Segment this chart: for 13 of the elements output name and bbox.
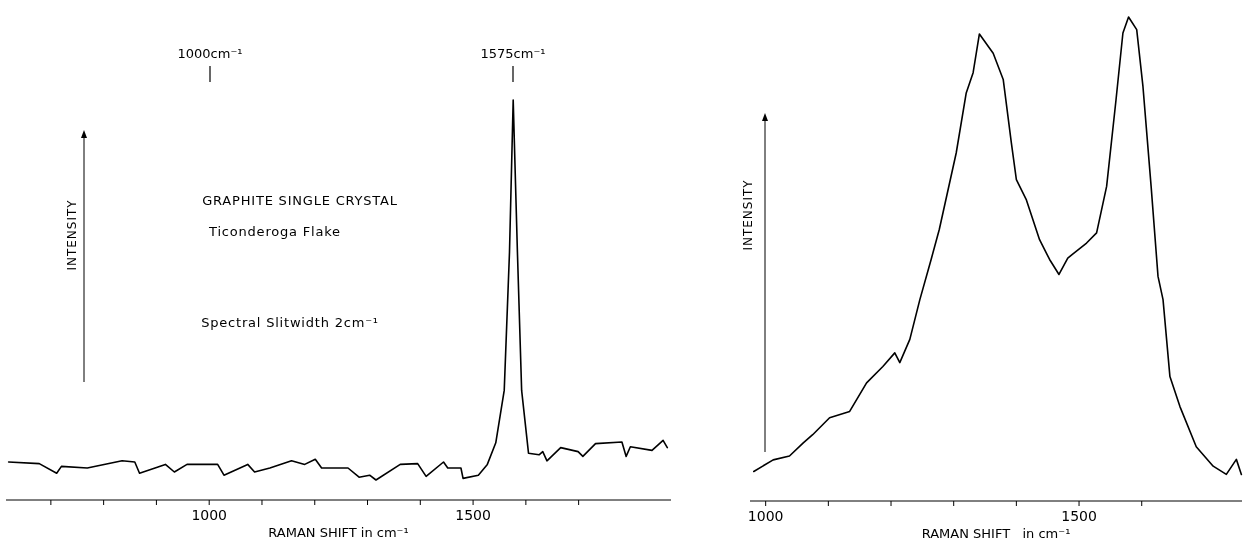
x-axis-title: RAMAN SHIFT in cm⁻¹ <box>268 525 409 540</box>
x-tick-label: 1000 <box>747 508 784 524</box>
y-axis-title: INTENSITY <box>741 179 755 251</box>
x-tick-label: 1000 <box>191 507 228 523</box>
x-tick-label: 1500 <box>1061 508 1097 524</box>
x-tick-label: 1500 <box>455 507 491 523</box>
annotation: GRAPHITE SINGLE CRYSTAL <box>202 193 398 208</box>
y-axis-title: INTENSITY <box>65 199 79 271</box>
text: 1000cm⁻¹ <box>177 46 243 61</box>
text: 1575cm⁻¹ <box>480 46 546 61</box>
annotation: Spectral Slitwidth 2cm⁻¹ <box>201 315 379 330</box>
x-axis-title: RAMAN SHIFT in cm⁻¹ <box>921 526 1071 541</box>
annotation: Ticonderoga Flake <box>208 224 341 239</box>
